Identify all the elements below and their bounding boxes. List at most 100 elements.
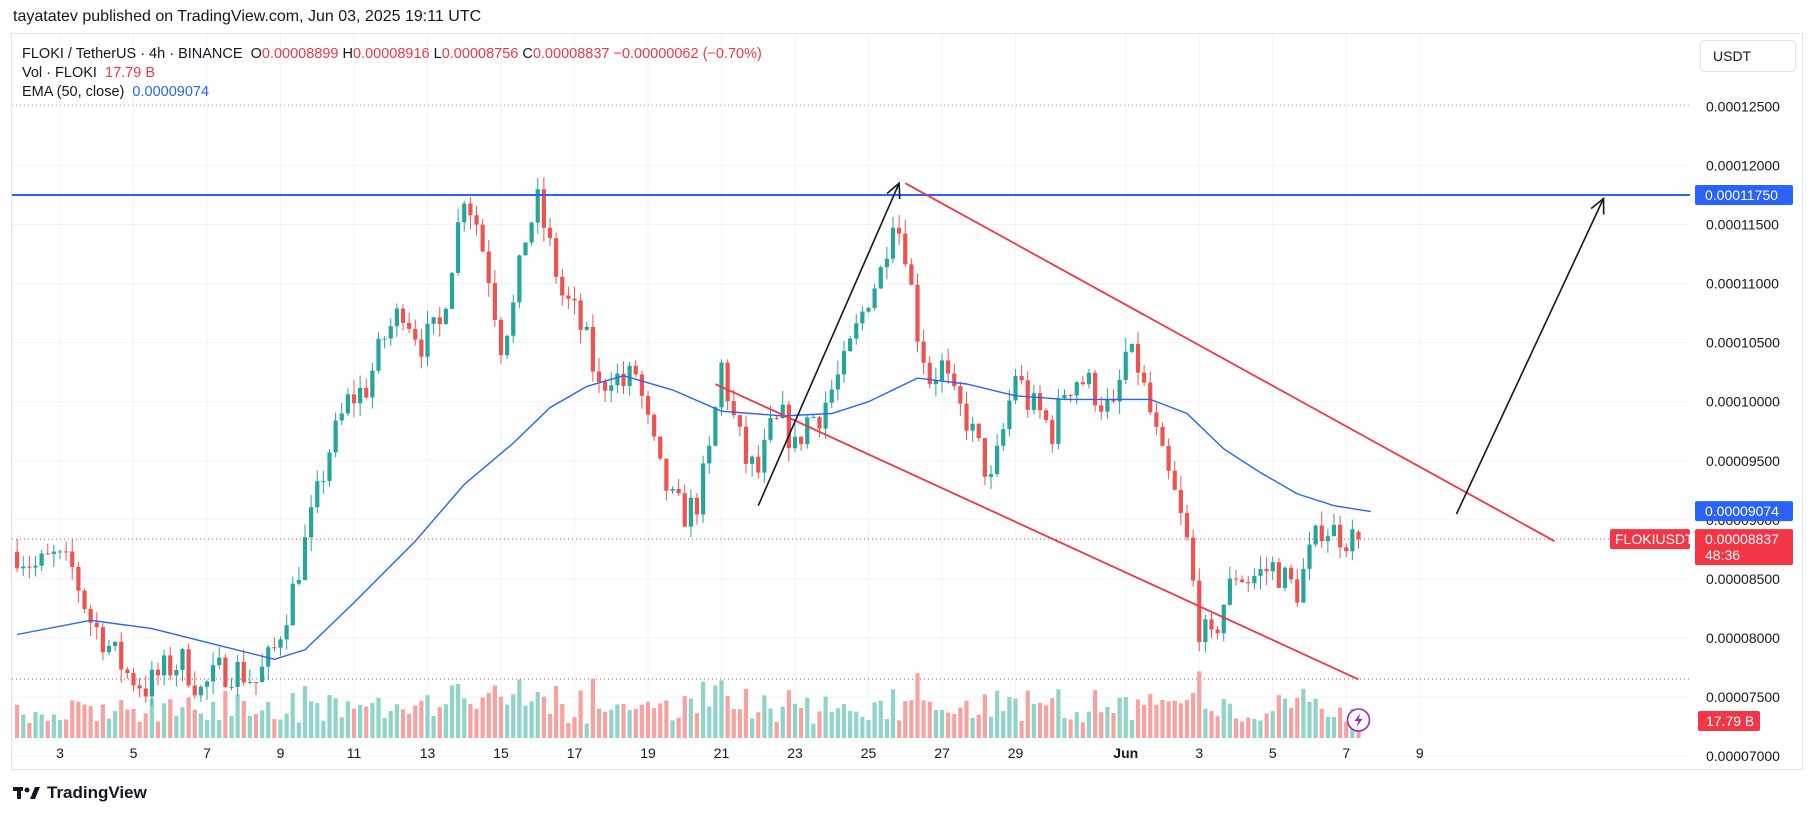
candle-body [762,439,767,473]
candle-body [750,456,755,464]
candle-body [1013,376,1018,401]
tradingview-logo[interactable]: TradingView [13,783,147,803]
volume-bar [1289,707,1294,738]
volume-bar [1129,720,1134,738]
volume-bar [590,678,595,738]
volume-bar [284,713,289,738]
high-value: 0.00008916 [353,46,430,62]
currency-button[interactable]: USDT [1700,40,1796,72]
volume-bar [658,703,663,738]
volume-bar [615,704,620,738]
x-tick-label: 19 [640,745,656,761]
candle-body [155,669,161,676]
candle-body [903,233,908,265]
volume-bar [995,690,1000,738]
candle-body [327,452,332,481]
y-tick-label: 0.00008000 [1706,630,1780,646]
candle-body [664,458,669,491]
close-value: 0.00008837 [532,46,610,62]
volume-bar [94,721,99,738]
candle-body [1240,579,1245,583]
volume-bar [1123,697,1128,738]
publisher-attribution: tayatatev published on TradingView.com, … [13,8,482,25]
tradingview-icon [13,787,40,799]
last-price-label: 0.00008837 [1705,531,1779,547]
volume-bar [645,701,651,738]
candle-body [1258,568,1263,576]
candle-body [462,203,467,223]
candle-body [946,360,951,374]
candle-body [223,657,228,687]
candle-body [958,386,963,404]
volume-label[interactable]: Vol · FLOKI [22,65,97,81]
ema-label[interactable]: EMA (50, close) [22,84,125,100]
volume-bar [547,713,553,738]
volume-bar [1344,721,1349,738]
candle-body [529,222,534,243]
volume-bar [155,721,161,738]
candle-body [1111,399,1116,402]
volume-bar [327,695,332,738]
candle-body [296,580,301,584]
brand-label: TradingView [47,783,147,802]
volume-bar [1209,711,1214,738]
low-value: 0.00008756 [441,46,519,62]
candle-body [376,338,381,371]
volume-bar [688,698,693,738]
candle-body [841,351,847,375]
candle-body [113,641,118,647]
candle-body [1044,410,1049,421]
volume-bar [1056,689,1061,738]
volume-bar [272,719,277,738]
candle-body [388,326,393,339]
candle-body [927,362,932,385]
volume-bar [1240,721,1245,738]
candle-body [1123,351,1128,380]
volume-bar [670,720,675,738]
candle-body [780,404,785,419]
candle-body [627,365,632,386]
volume-bar [866,720,871,738]
level-price-label-bg [1695,184,1793,205]
candle-body [701,463,706,515]
chart-frame[interactable] [11,33,1803,770]
candle-body [541,189,546,228]
candle-body [333,420,338,453]
volume-bar [774,721,779,738]
candle-body [921,341,926,363]
lightning-bolt-shape [1354,713,1363,727]
volume-bar [854,711,859,738]
y-tick-label: 0.00007000 [1706,748,1780,764]
candle-body [1160,426,1165,446]
volume-bar [1007,696,1012,738]
candle-body [970,423,975,431]
volume-bar [1215,716,1220,738]
candle-body [449,272,455,309]
close-label: C [522,46,533,62]
candle-body [1221,604,1226,634]
candle-body [21,566,26,569]
x-tick-label: 3 [56,745,64,761]
volume-bar [860,716,865,738]
volume-bar [364,706,369,738]
candle-body [51,551,56,554]
volume-bar [988,716,994,738]
volume-bar [376,697,381,738]
volume-bar [27,722,32,738]
volume-bar [70,700,75,738]
x-tick-label: 27 [934,745,950,761]
candle-body [633,365,638,375]
candle-body [854,323,859,339]
volume-bar [725,695,730,738]
candle-body [725,362,730,402]
candle-body [1307,544,1312,569]
candle-body [419,339,424,357]
symbol-label[interactable]: FLOKI / TetherUS · 4h · BINANCE [22,46,243,62]
x-tick-label: 13 [420,745,436,761]
x-tick-label: 29 [1008,745,1024,761]
y-tick-label: 0.00011500 [1706,217,1779,233]
volume-bar [897,720,902,738]
candle-body [15,551,20,569]
candle-body [253,681,259,683]
